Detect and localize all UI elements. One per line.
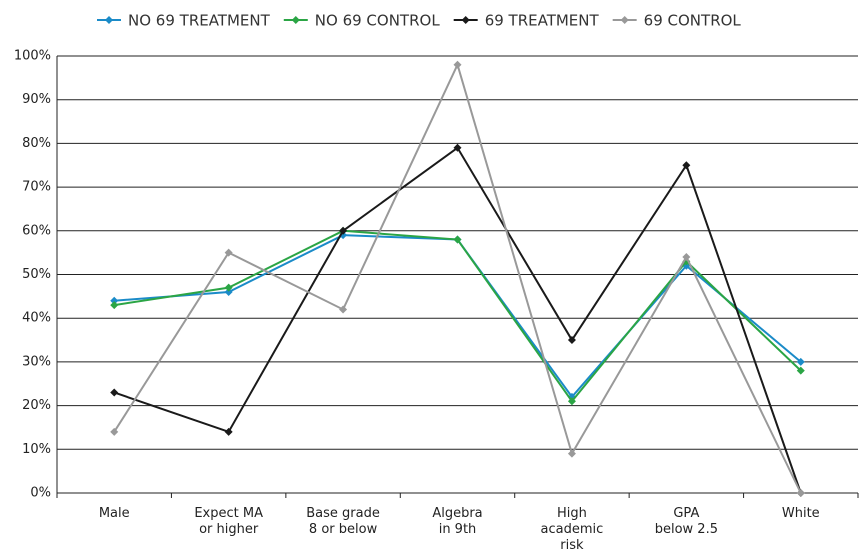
x-tick-line: or higher xyxy=(199,522,259,537)
x-tick-label: Expect MA or higher xyxy=(194,506,263,537)
x-tick-label: GPA below 2.5 xyxy=(655,506,718,537)
y-tick-label: 100% xyxy=(14,49,51,64)
x-tick-label: Algebra in 9th xyxy=(432,506,482,537)
legend-label: 69 TREATMENT xyxy=(485,12,600,30)
point xyxy=(567,449,576,458)
x-tick-line: Base grade xyxy=(306,506,380,521)
point xyxy=(682,161,691,170)
y-tick-label: 80% xyxy=(22,136,51,151)
x-tick-line: academic xyxy=(541,522,604,537)
point xyxy=(291,16,300,24)
y-tick-label: 30% xyxy=(22,354,51,369)
point xyxy=(224,427,233,436)
point xyxy=(339,305,348,314)
y-tick-label: 90% xyxy=(22,92,51,107)
x-tick-label: Male xyxy=(99,506,130,521)
x-tick-line: Male xyxy=(99,506,130,521)
point xyxy=(224,248,233,257)
x-tick-line: High xyxy=(557,506,587,521)
y-tick-label: 70% xyxy=(22,180,51,195)
x-tick-line: Algebra xyxy=(432,506,482,521)
y-tick-label: 0% xyxy=(30,486,51,501)
x-tick-label: High academic risk xyxy=(541,506,604,553)
point xyxy=(105,16,113,24)
x-tick-label: White xyxy=(782,506,820,521)
point xyxy=(796,489,805,497)
series-line xyxy=(114,234,802,399)
point xyxy=(567,397,576,406)
x-tick-line: White xyxy=(782,506,820,521)
y-tick-label: 10% xyxy=(22,442,51,457)
x-tick-line: below 2.5 xyxy=(655,522,718,537)
y-tick-label: 40% xyxy=(22,311,51,326)
point xyxy=(620,16,629,24)
y-tick-label: 20% xyxy=(22,398,51,413)
series-line xyxy=(113,146,802,494)
x-tick-line: in 9th xyxy=(439,522,477,537)
point xyxy=(453,143,462,152)
y-tick-label: 50% xyxy=(22,267,51,282)
x-tick-line: risk xyxy=(560,538,584,553)
point xyxy=(682,253,691,262)
point xyxy=(567,336,576,345)
point xyxy=(339,226,348,235)
point xyxy=(796,357,805,366)
point xyxy=(110,427,119,436)
legend-label: NO 69 TREATMENT xyxy=(128,12,271,30)
point xyxy=(110,296,119,305)
point xyxy=(453,60,462,69)
legend-label: NO 69 CONTROL xyxy=(315,12,441,30)
point xyxy=(224,287,233,296)
legend-label: 69 CONTROL xyxy=(644,12,742,30)
point xyxy=(110,388,119,397)
series-line xyxy=(114,229,802,403)
x-tick-line: 8 or below xyxy=(309,522,378,537)
y-tick-label: 60% xyxy=(22,223,51,238)
x-tick-line: GPA xyxy=(673,506,699,521)
point xyxy=(461,16,470,24)
point xyxy=(796,366,805,375)
x-tick-line: Expect MA xyxy=(194,506,263,521)
point xyxy=(453,235,462,244)
point xyxy=(224,283,233,292)
x-tick-label: Base grade 8 or below xyxy=(306,506,380,537)
point xyxy=(110,301,119,310)
